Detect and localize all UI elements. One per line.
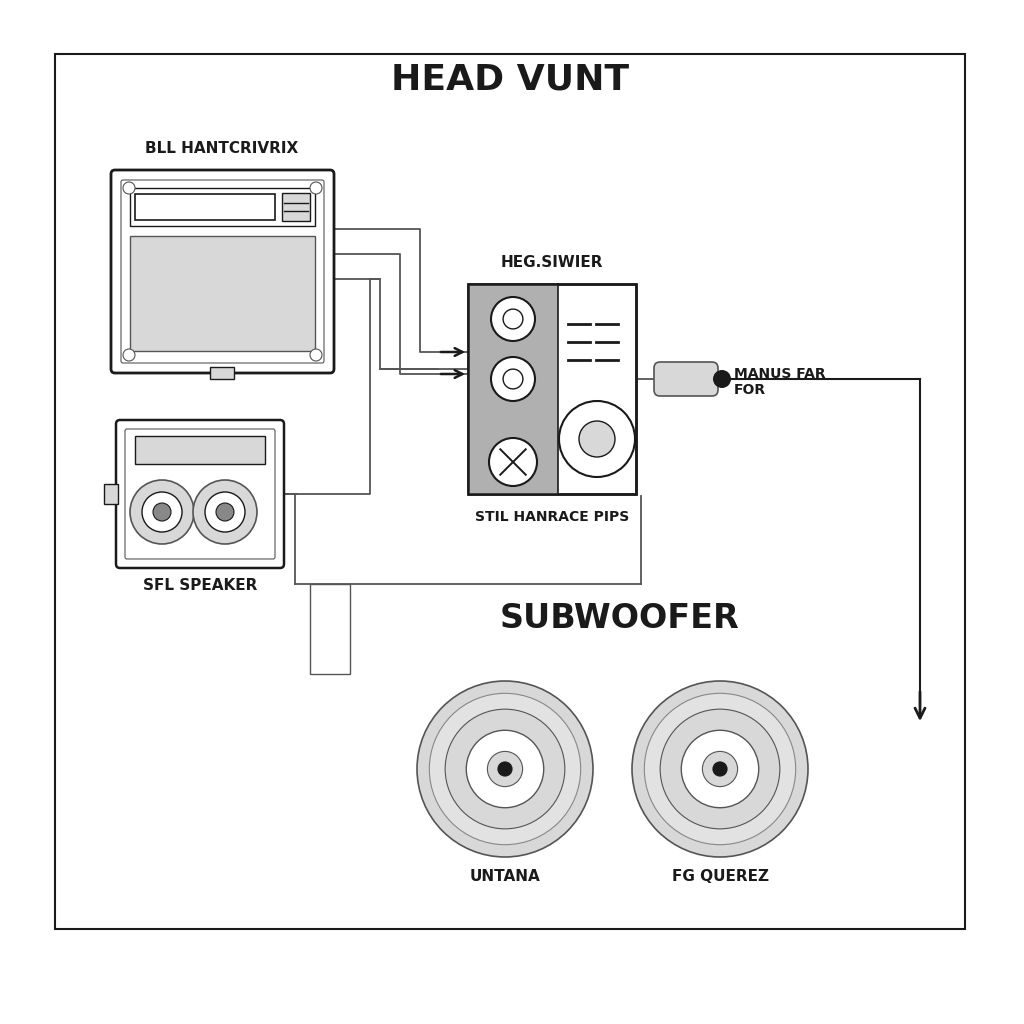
Circle shape	[466, 730, 544, 808]
Circle shape	[503, 369, 523, 389]
Circle shape	[632, 681, 808, 857]
Circle shape	[417, 681, 593, 857]
Circle shape	[123, 182, 135, 194]
Circle shape	[702, 752, 737, 786]
Text: SFL SPEAKER: SFL SPEAKER	[142, 578, 257, 593]
Circle shape	[130, 480, 194, 544]
Text: SUBWOOFER: SUBWOOFER	[500, 602, 740, 636]
Circle shape	[153, 503, 171, 521]
Circle shape	[429, 693, 581, 845]
Text: BLL HANTCRIVRIX: BLL HANTCRIVRIX	[145, 141, 299, 156]
Circle shape	[142, 492, 182, 532]
Circle shape	[205, 492, 245, 532]
Circle shape	[489, 438, 537, 486]
Bar	[468, 284, 558, 494]
Circle shape	[490, 297, 535, 341]
Circle shape	[123, 349, 135, 361]
Text: HEAD VUNT: HEAD VUNT	[391, 62, 629, 96]
Bar	[130, 188, 315, 226]
FancyBboxPatch shape	[121, 180, 324, 362]
Circle shape	[660, 710, 780, 828]
Bar	[55, 54, 965, 929]
Circle shape	[445, 710, 565, 828]
Bar	[210, 367, 234, 379]
Circle shape	[713, 370, 731, 388]
Circle shape	[216, 503, 234, 521]
Bar	[282, 193, 310, 221]
Circle shape	[310, 349, 322, 361]
Circle shape	[681, 730, 759, 808]
Circle shape	[579, 421, 615, 457]
Bar	[135, 194, 275, 220]
Text: MANUS FAR
FOR: MANUS FAR FOR	[734, 367, 825, 397]
FancyBboxPatch shape	[111, 170, 334, 373]
Text: HEG.SIWIER: HEG.SIWIER	[501, 255, 603, 270]
Circle shape	[498, 762, 512, 776]
Text: STIL HANRACE PIPS: STIL HANRACE PIPS	[475, 510, 629, 524]
Circle shape	[193, 480, 257, 544]
Circle shape	[503, 309, 523, 329]
Circle shape	[487, 752, 522, 786]
Circle shape	[644, 693, 796, 845]
Bar	[130, 236, 315, 351]
FancyBboxPatch shape	[654, 362, 718, 396]
Circle shape	[559, 401, 635, 477]
Bar	[468, 284, 636, 494]
Bar	[104, 484, 118, 504]
Bar	[468, 284, 636, 494]
Circle shape	[490, 357, 535, 401]
Bar	[135, 436, 265, 464]
Text: UNTANA: UNTANA	[470, 869, 541, 884]
Circle shape	[713, 762, 727, 776]
FancyBboxPatch shape	[116, 420, 284, 568]
Text: FG QUEREZ: FG QUEREZ	[672, 869, 768, 884]
Circle shape	[310, 182, 322, 194]
Bar	[310, 584, 350, 674]
FancyBboxPatch shape	[125, 429, 275, 559]
